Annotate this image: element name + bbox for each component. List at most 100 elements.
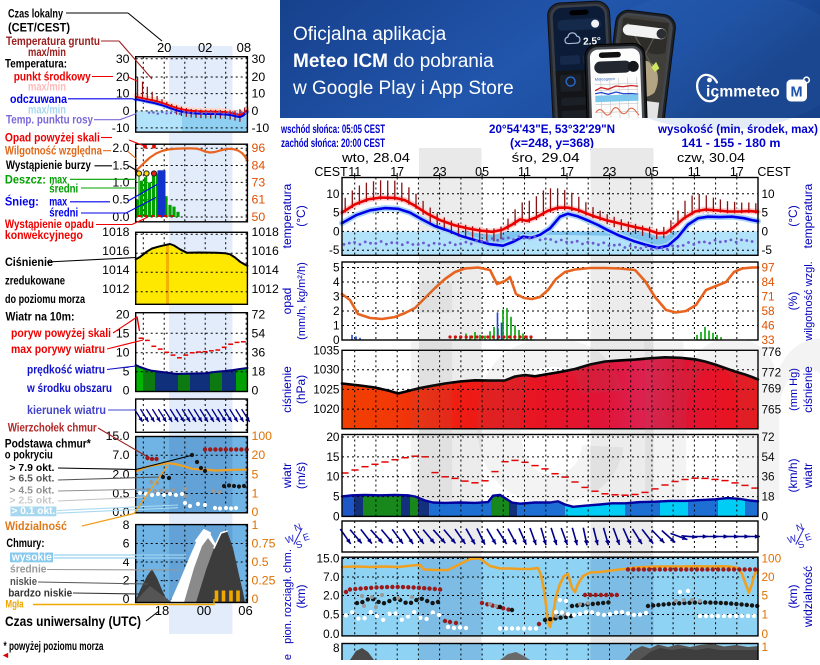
svg-text:84: 84: [762, 275, 776, 289]
svg-text:1030: 1030: [313, 363, 340, 377]
svg-text:8: 8: [123, 518, 130, 532]
svg-text:Oficjalna aplikacja: Oficjalna aplikacja: [293, 24, 447, 45]
svg-text:Wiatr na 10m:: Wiatr na 10m:: [6, 309, 75, 323]
svg-text:Meteo ICM do pobrania: Meteo ICM do pobrania: [293, 51, 494, 72]
svg-text:8: 8: [333, 641, 340, 655]
svg-text:4: 4: [333, 275, 340, 289]
svg-text:23: 23: [602, 165, 616, 179]
svg-text:(mm/h, kg/m²/h): (mm/h, kg/m²/h): [296, 262, 308, 340]
svg-text:15: 15: [116, 326, 130, 340]
svg-text:5: 5: [252, 468, 259, 482]
svg-text:5: 5: [762, 589, 769, 603]
svg-text:20°54'43"E, 53°32'29"N: 20°54'43"E, 53°32'29"N: [489, 122, 615, 136]
svg-text:kierunek wiatru: kierunek wiatru: [27, 403, 106, 417]
svg-text:72: 72: [252, 307, 266, 321]
svg-text:> 7.9 okt.: > 7.9 okt.: [9, 462, 54, 474]
svg-text:w środku obszaru: w środku obszaru: [26, 381, 112, 395]
svg-text:Śnieg:: Śnieg:: [5, 193, 39, 208]
svg-text:> 4.5 okt.: > 4.5 okt.: [9, 484, 54, 496]
svg-text:18: 18: [155, 603, 169, 618]
svg-text:pion. rozciągł. chm.: pion. rozciągł. chm.: [282, 549, 294, 644]
svg-text:Wilgotność względna: Wilgotność względna: [5, 144, 102, 158]
svg-text:1025: 1025: [313, 382, 340, 396]
svg-text:96: 96: [252, 141, 266, 155]
svg-text:max: max: [49, 173, 67, 187]
svg-text:wysokie: wysokie: [11, 551, 52, 563]
svg-text:05: 05: [475, 165, 489, 179]
svg-text:20: 20: [157, 40, 171, 55]
svg-text:20: 20: [762, 570, 776, 584]
svg-text:10: 10: [762, 187, 776, 201]
svg-text:18: 18: [252, 365, 266, 379]
svg-text:1016: 1016: [252, 244, 280, 258]
svg-text:> 0.1 okt.: > 0.1 okt.: [11, 505, 55, 517]
svg-text:Temp. punktu rosy: Temp. punktu rosy: [6, 113, 93, 127]
svg-text:0: 0: [123, 384, 130, 398]
svg-text:wysokość (min, środek, max): wysokość (min, środek, max): [657, 122, 818, 136]
svg-text:58: 58: [762, 304, 776, 318]
svg-text:wilgotność wzgl.: wilgotność wzgl.: [803, 261, 815, 341]
svg-text:0.5: 0.5: [112, 193, 129, 207]
svg-text:0.0: 0.0: [323, 627, 340, 641]
svg-text:0: 0: [762, 224, 769, 238]
svg-text:poryw powyżej skali: poryw powyżej skali: [11, 326, 111, 340]
svg-text:1012: 1012: [102, 282, 130, 296]
svg-text:54: 54: [252, 326, 266, 340]
svg-text:temperatura: temperatura: [280, 183, 294, 248]
svg-text:50: 50: [252, 210, 266, 224]
svg-text:Czas uniwersalny (UTC): Czas uniwersalny (UTC): [5, 614, 141, 629]
svg-text:> 2.5 okt.: > 2.5 okt.: [9, 494, 54, 506]
svg-text:Deszcz:: Deszcz:: [5, 173, 46, 187]
svg-text:średnie: średnie: [10, 564, 47, 576]
svg-text:Temperatura:: Temperatura:: [5, 56, 67, 70]
svg-text:Podstawa chmur*: Podstawa chmur*: [5, 437, 91, 451]
svg-text:(m/s): (m/s): [294, 462, 308, 489]
svg-text:11: 11: [688, 165, 701, 179]
svg-text:Mgła: Mgła: [6, 598, 25, 610]
svg-text:1016: 1016: [102, 244, 130, 258]
svg-text:ciśnienie: ciśnienie: [801, 366, 815, 413]
svg-text:◄: ◄: [1, 650, 10, 660]
svg-text:4: 4: [123, 555, 130, 569]
svg-text:e: e: [282, 654, 294, 660]
svg-text:00: 00: [197, 603, 211, 618]
svg-text:97: 97: [762, 261, 775, 275]
svg-text:CEST: CEST: [314, 165, 348, 179]
svg-text:36: 36: [252, 346, 266, 360]
svg-text:141 - 155 - 180 m: 141 - 155 - 180 m: [682, 136, 781, 150]
svg-text:3: 3: [333, 290, 340, 304]
svg-text:08: 08: [237, 40, 251, 55]
svg-text:w Google Play i App Store: w Google Play i App Store: [292, 78, 514, 99]
svg-text:0: 0: [333, 333, 340, 347]
svg-text:20: 20: [326, 430, 340, 444]
svg-text:7.0: 7.0: [323, 570, 340, 584]
svg-text:0.5: 0.5: [252, 555, 269, 569]
svg-text:06: 06: [238, 603, 252, 618]
svg-text:2: 2: [123, 574, 130, 588]
svg-text:Opad powyżej skali: Opad powyżej skali: [5, 130, 100, 144]
svg-text:niskie: niskie: [10, 576, 37, 588]
svg-text:15: 15: [326, 450, 340, 464]
svg-text:śro, 29.04: śro, 29.04: [512, 150, 580, 165]
svg-text:Chmury:: Chmury:: [6, 536, 44, 550]
svg-text:Temperatura gruntu: Temperatura gruntu: [6, 34, 100, 48]
svg-text:5: 5: [333, 206, 340, 220]
svg-text:1.0: 1.0: [112, 175, 129, 189]
svg-text:średni: średni: [49, 182, 78, 196]
svg-text:max/min: max/min: [28, 45, 66, 59]
svg-text:10: 10: [252, 87, 266, 101]
svg-text:2.5°: 2.5°: [583, 36, 601, 48]
svg-text:N: N: [795, 522, 805, 535]
svg-text:17: 17: [560, 165, 574, 179]
svg-text:772: 772: [762, 366, 782, 380]
svg-text:30: 30: [252, 52, 266, 66]
svg-text:0.75: 0.75: [252, 537, 276, 551]
svg-text:widzialność: widzialność: [801, 566, 815, 628]
svg-text:17: 17: [390, 165, 404, 179]
svg-text:Ciśnienie: Ciśnienie: [5, 255, 53, 269]
svg-text:17: 17: [730, 165, 744, 179]
svg-text:0: 0: [123, 592, 130, 606]
svg-text:765: 765: [762, 403, 782, 417]
svg-text:zredukowane: zredukowane: [5, 274, 65, 288]
svg-text:15.0: 15.0: [317, 552, 340, 566]
